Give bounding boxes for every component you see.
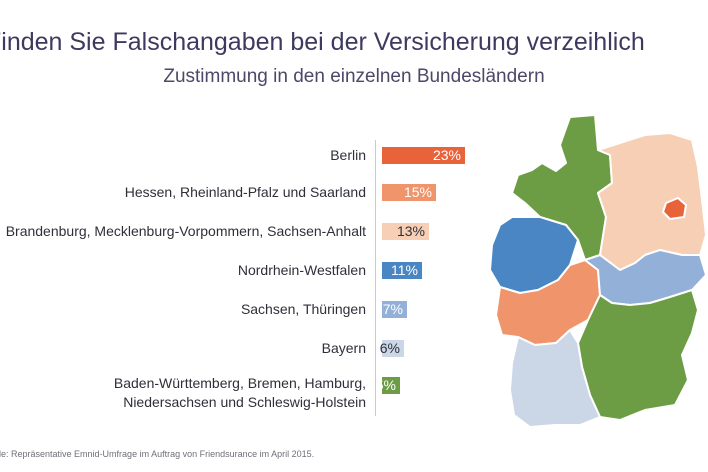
map-region-bayern [577, 289, 699, 421]
chart-subtitle: Zustimmung in den einzelnen Bundesländer… [163, 66, 545, 87]
bar [382, 301, 407, 318]
bar-value-label: 23% [432, 147, 461, 163]
category-label-line: Nordrhein-Westfalen [237, 261, 366, 278]
category-label-line: Berlin [330, 146, 366, 163]
category-label: Bayern [322, 339, 366, 358]
category-label-line: Niedersachsen und Schleswig-Holstein [123, 394, 366, 410]
bar [382, 377, 400, 394]
category-label: Sachsen, Thüringen [241, 300, 366, 319]
bar [382, 340, 404, 357]
bar [382, 262, 422, 279]
category-label: Nordrhein-Westfalen [238, 261, 366, 280]
bar-value-label: 6% [379, 340, 400, 356]
category-label-line: Sachsen, Thüringen [240, 300, 366, 317]
bar-value-label: 11% [391, 262, 418, 278]
category-label-line: Bayern [321, 339, 366, 356]
map-region-northeast [597, 132, 707, 271]
bar-value-label: 5% [375, 377, 396, 393]
map-region-bw [509, 329, 601, 428]
source-note: Quelle: Repräsentative Emnid-Umfrage im … [0, 449, 315, 459]
category-label-line: Brandenburg, Mecklenburg-Vorpommern, Sac… [5, 222, 366, 239]
bar [382, 184, 436, 201]
germany-map [489, 114, 707, 428]
category-label-line: Baden-Württemberg, Bremen, Hamburg, [113, 375, 366, 391]
category-label: Berlin [330, 146, 366, 165]
category-label-line: Hessen, Rheinland-Pfalz und Saarland [124, 183, 366, 200]
bar [382, 147, 465, 164]
chart-title: Finden Sie Falschangaben bei der Versich… [0, 28, 645, 56]
bar-value-label: 7% [382, 301, 403, 317]
map-region-berlin [662, 197, 687, 220]
bar-value-label: 15% [403, 184, 432, 200]
category-label: Brandenburg, Mecklenburg-Vorpommern, Sac… [6, 222, 366, 241]
category-label: Baden-Württemberg, Bremen, Hamburg, Niede… [114, 374, 366, 412]
bar-axis-line [375, 140, 376, 416]
category-label: Hessen, Rheinland-Pfalz und Saarland [125, 183, 366, 202]
bar-value-label: 13% [396, 223, 425, 239]
bar [382, 223, 429, 240]
